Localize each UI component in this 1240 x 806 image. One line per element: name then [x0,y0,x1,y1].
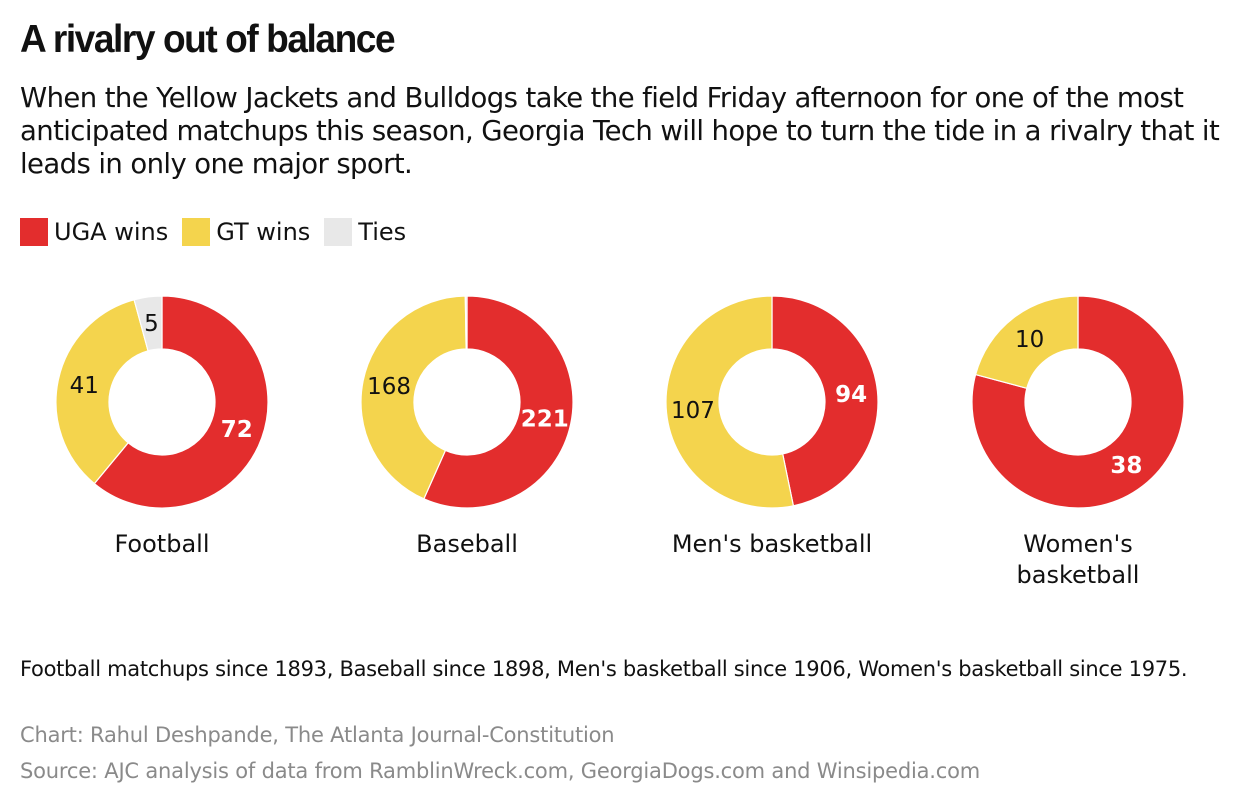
donut-slice [974,295,1079,390]
category-label: basketball [1017,561,1140,589]
category-label: Men's basketball [672,530,872,558]
legend-item-ties: Ties [324,218,406,246]
donut-slice [771,295,879,507]
legend-swatch-ties [324,218,353,246]
data-label: 94 [835,382,867,408]
donut-slice [423,295,574,509]
donut-slice [55,298,149,485]
legend-label: GT wins [216,218,311,246]
legend-swatch-gt [182,218,211,246]
data-label: 5 [144,311,159,337]
category-label: Baseball [416,530,518,558]
donut-charts: 72 41 5 Football 221 168 Baseball 94 107 Men's ba… [55,295,1185,589]
category-label: Women's [1023,530,1132,558]
legend-swatch-uga [20,218,48,246]
legend-item-uga: UGA wins [20,218,168,246]
data-label: 72 [221,417,253,443]
donut-slice [464,295,468,350]
chart-subtitle: When the Yellow Jackets and Bulldogs tak… [20,82,1220,180]
donut-slice [360,295,467,500]
data-label: 168 [367,374,411,400]
data-label: 107 [671,398,715,424]
donut-slice [665,295,795,509]
chart-source: Source: AJC analysis of data from Rambli… [20,759,981,783]
chart-note: Football matchups since 1893, Baseball s… [20,657,1188,681]
donut-slice [971,295,1185,509]
data-label: 10 [1015,327,1044,353]
chart-credit: Chart: Rahul Deshpande, The Atlanta Jour… [20,723,615,747]
chart-title: A rivalry out of balance [20,18,396,61]
legend: UGA wins GT wins Ties [20,218,406,246]
legend-item-gt: GT wins [182,218,310,246]
donut-slice [133,295,163,352]
legend-label: UGA wins [54,218,169,246]
donut-slice [93,295,269,509]
legend-label: Ties [358,218,407,246]
data-label: 221 [521,407,569,433]
data-label: 41 [70,373,99,399]
data-label: 38 [1110,453,1142,479]
category-label: Football [114,530,209,558]
